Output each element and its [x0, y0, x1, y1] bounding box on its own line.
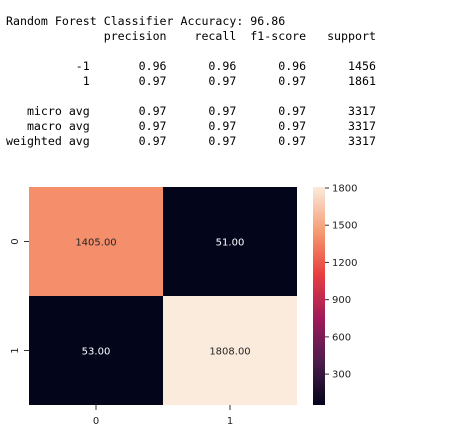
report-line: micro avg 0.97 0.97 0.97 3317	[6, 104, 376, 118]
report-line: -1 0.96 0.96 0.96 1456	[6, 59, 376, 73]
y-axis-ticks: 01	[10, 238, 29, 354]
report-line: macro avg 0.97 0.97 0.97 3317	[6, 119, 376, 133]
report-line: Random Forest Classifier Accuracy: 96.86	[6, 14, 286, 28]
report-line: precision recall f1-score support	[6, 29, 376, 43]
report-line: weighted avg 0.97 0.97 0.97 3317	[6, 134, 376, 148]
colorbar	[313, 187, 325, 405]
colorbar-tick-label: 600	[332, 332, 351, 343]
cell-annotation-1-1: 1808.00	[209, 347, 250, 358]
x-tick-label: 0	[93, 416, 99, 427]
heatmap-cell-1-1	[163, 296, 297, 405]
classification-report: Random Forest Classifier Accuracy: 96.86…	[6, 14, 376, 149]
y-tick-label: 0	[10, 238, 21, 244]
colorbar-tick-label: 900	[332, 295, 351, 306]
colorbar-tick-label: 1800	[332, 183, 357, 194]
heatmap-cells	[29, 187, 297, 405]
report-line	[6, 44, 376, 59]
report-line	[6, 89, 376, 104]
x-tick-label: 1	[227, 416, 233, 427]
colorbar-ticks: 300 600 900 1200 1500 1800	[325, 183, 357, 381]
y-tick-label: 1	[10, 347, 21, 353]
cell-annotation-0-0: 1405.00	[75, 238, 116, 249]
heatmap-cell-0-0	[29, 187, 163, 296]
colorbar-tick-label: 1200	[332, 258, 357, 269]
heatmap-annotations: 1405.00 51.00 53.00 1808.00	[75, 238, 250, 358]
cell-annotation-1-0: 53.00	[82, 347, 111, 358]
colorbar-tick-label: 1500	[332, 221, 357, 232]
cell-annotation-0-1: 51.00	[216, 238, 245, 249]
heatmap-cell-0-1	[163, 187, 297, 296]
heatmap-cell-1-0	[29, 296, 163, 405]
colorbar-tick-label: 300	[332, 370, 351, 381]
report-line: 1 0.97 0.97 0.97 1861	[6, 74, 376, 88]
